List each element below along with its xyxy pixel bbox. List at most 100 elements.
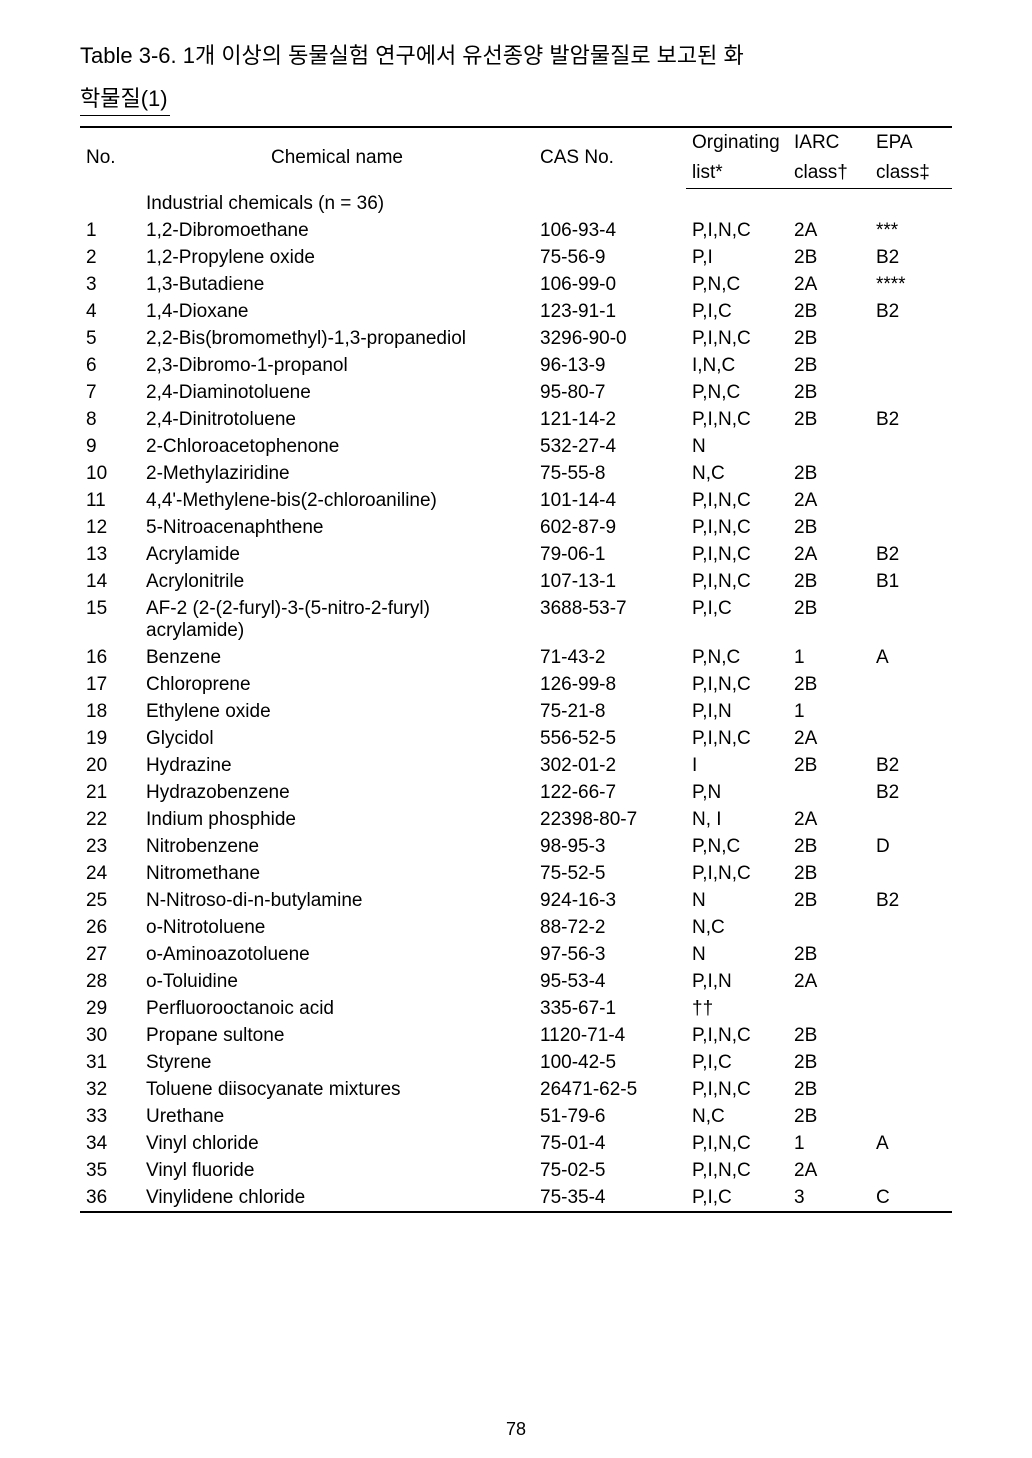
cell-chemical: 4,4'-Methylene-bis(2-chloroaniline) xyxy=(140,487,534,514)
cell-list: N xyxy=(686,941,788,968)
cell-list: P,I,N xyxy=(686,698,788,725)
cell-iarc xyxy=(788,995,870,1022)
cell-epa xyxy=(870,725,952,752)
cell-iarc: 2B xyxy=(788,514,870,541)
table-row: 16Benzene71-43-2P,N,C1A xyxy=(80,644,952,671)
cell-iarc: 2B xyxy=(788,941,870,968)
cell-cas: 79-06-1 xyxy=(534,541,686,568)
cell-list: P,I,N,C xyxy=(686,1130,788,1157)
cell-no: 25 xyxy=(80,887,140,914)
cell-chemical: Vinylidene chloride xyxy=(140,1184,534,1212)
table-row: 34Vinyl chloride75-01-4P,I,N,C1A xyxy=(80,1130,952,1157)
cell-chemical: Nitrobenzene xyxy=(140,833,534,860)
header-epa: EPA xyxy=(870,127,952,158)
cell-cas: 98-95-3 xyxy=(534,833,686,860)
cell-epa: B2 xyxy=(870,244,952,271)
chemicals-table: No. Chemical name CAS No. Orginating IAR… xyxy=(80,126,952,1214)
cell-iarc: 2B xyxy=(788,568,870,595)
cell-no: 1 xyxy=(80,217,140,244)
cell-list: N,C xyxy=(686,460,788,487)
cell-epa xyxy=(870,595,952,644)
cell-cas: 75-56-9 xyxy=(534,244,686,271)
cell-no: 3 xyxy=(80,271,140,298)
cell-epa xyxy=(870,433,952,460)
table-row: 35Vinyl fluoride75-02-5P,I,N,C2A xyxy=(80,1157,952,1184)
cell-chemical: Glycidol xyxy=(140,725,534,752)
cell-epa xyxy=(870,1022,952,1049)
cell-iarc: 2A xyxy=(788,217,870,244)
cell-no: 20 xyxy=(80,752,140,779)
cell-list: I xyxy=(686,752,788,779)
cell-iarc: 2B xyxy=(788,352,870,379)
cell-cas: 107-13-1 xyxy=(534,568,686,595)
header-chemical: Chemical name xyxy=(140,127,534,189)
table-caption-line1: Table 3-6. 1개 이상의 동물실험 연구에서 유선종양 발암물질로 보… xyxy=(80,30,952,83)
table-row: 62,3-Dibromo-1-propanol96-13-9I,N,C2B xyxy=(80,352,952,379)
cell-chemical: Vinyl chloride xyxy=(140,1130,534,1157)
cell-cas: 75-52-5 xyxy=(534,860,686,887)
cell-no: 15 xyxy=(80,595,140,644)
table-row: 72,4-Diaminotoluene95-80-7P,N,C2B xyxy=(80,379,952,406)
cell-no: 21 xyxy=(80,779,140,806)
table-row: 25N-Nitroso-di-n-butylamine924-16-3N2BB2 xyxy=(80,887,952,914)
cell-no: 26 xyxy=(80,914,140,941)
cell-cas: 532-27-4 xyxy=(534,433,686,460)
cell-chemical: 2-Methylaziridine xyxy=(140,460,534,487)
cell-no: 34 xyxy=(80,1130,140,1157)
cell-cas: 3296-90-0 xyxy=(534,325,686,352)
cell-no: 12 xyxy=(80,514,140,541)
cell-chemical: Nitromethane xyxy=(140,860,534,887)
table-row: 21,2-Propylene oxide75-56-9P,I2BB2 xyxy=(80,244,952,271)
cell-no: 11 xyxy=(80,487,140,514)
cell-chemical: 2,4-Dinitrotoluene xyxy=(140,406,534,433)
cell-cas: 556-52-5 xyxy=(534,725,686,752)
cell-chemical: 1,4-Dioxane xyxy=(140,298,534,325)
table-body: Industrial chemicals (n = 36) 11,2-Dibro… xyxy=(80,188,952,1212)
header-orginating: Orginating xyxy=(686,127,788,158)
cell-cas: 123-91-1 xyxy=(534,298,686,325)
cell-iarc: 2A xyxy=(788,725,870,752)
cell-chemical: Hydrazobenzene xyxy=(140,779,534,806)
cell-chemical: Acrylonitrile xyxy=(140,568,534,595)
cell-cas: 75-55-8 xyxy=(534,460,686,487)
cell-no: 13 xyxy=(80,541,140,568)
cell-no: 7 xyxy=(80,379,140,406)
cell-no: 24 xyxy=(80,860,140,887)
cell-chemical: N-Nitroso-di-n-butylamine xyxy=(140,887,534,914)
cell-epa xyxy=(870,1076,952,1103)
cell-epa xyxy=(870,671,952,698)
cell-list: P,I,N xyxy=(686,968,788,995)
cell-cas: 95-53-4 xyxy=(534,968,686,995)
table-row: 14Acrylonitrile107-13-1P,I,N,C2BB1 xyxy=(80,568,952,595)
cell-epa: A xyxy=(870,1130,952,1157)
table-row: 82,4-Dinitrotoluene121-14-2P,I,N,C2BB2 xyxy=(80,406,952,433)
cell-cas: 335-67-1 xyxy=(534,995,686,1022)
cell-cas: 101-14-4 xyxy=(534,487,686,514)
cell-iarc: 2B xyxy=(788,860,870,887)
cell-iarc: 1 xyxy=(788,1130,870,1157)
cell-chemical: 2,3-Dibromo-1-propanol xyxy=(140,352,534,379)
cell-iarc xyxy=(788,779,870,806)
cell-list: I,N,C xyxy=(686,352,788,379)
table-row: 29Perfluorooctanoic acid335-67-1†† xyxy=(80,995,952,1022)
cell-chemical: Hydrazine xyxy=(140,752,534,779)
table-row: 21Hydrazobenzene122-66-7P,NB2 xyxy=(80,779,952,806)
cell-chemical: 1,3-Butadiene xyxy=(140,271,534,298)
cell-iarc: 2B xyxy=(788,887,870,914)
header-list: list* xyxy=(686,158,788,189)
cell-epa xyxy=(870,460,952,487)
page: Table 3-6. 1개 이상의 동물실험 연구에서 유선종양 발암물질로 보… xyxy=(0,0,1032,1458)
cell-list: P,I xyxy=(686,244,788,271)
cell-list: N xyxy=(686,433,788,460)
cell-epa: B2 xyxy=(870,541,952,568)
cell-iarc: 2B xyxy=(788,298,870,325)
cell-list: P,I,C xyxy=(686,1049,788,1076)
cell-no: 16 xyxy=(80,644,140,671)
cell-no: 31 xyxy=(80,1049,140,1076)
cell-list: †† xyxy=(686,995,788,1022)
cell-iarc: 2A xyxy=(788,1157,870,1184)
table-row: 92-Chloroacetophenone532-27-4N xyxy=(80,433,952,460)
cell-list: N,C xyxy=(686,914,788,941)
table-caption-line2: 학물질(1) xyxy=(80,81,170,116)
cell-cas: 75-21-8 xyxy=(534,698,686,725)
